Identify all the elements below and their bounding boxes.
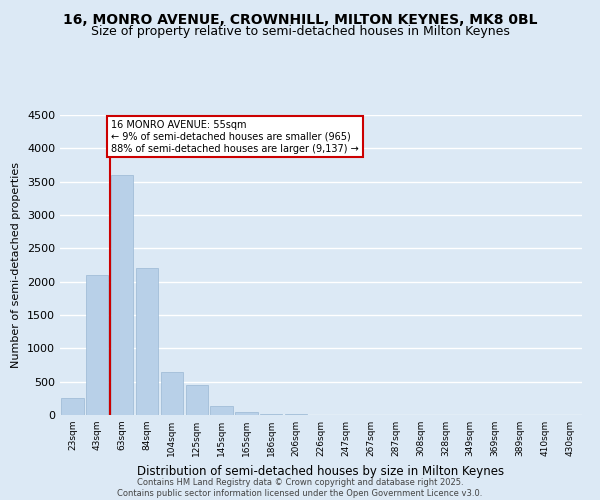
Bar — [211, 406, 233, 415]
Bar — [185, 385, 208, 415]
Text: Contains HM Land Registry data © Crown copyright and database right 2025.
Contai: Contains HM Land Registry data © Crown c… — [118, 478, 482, 498]
Text: 16, MONRO AVENUE, CROWNHILL, MILTON KEYNES, MK8 0BL: 16, MONRO AVENUE, CROWNHILL, MILTON KEYN… — [63, 12, 537, 26]
X-axis label: Distribution of semi-detached houses by size in Milton Keynes: Distribution of semi-detached houses by … — [137, 464, 505, 477]
Bar — [235, 412, 257, 415]
Text: 16 MONRO AVENUE: 55sqm
← 9% of semi-detached houses are smaller (965)
88% of sem: 16 MONRO AVENUE: 55sqm ← 9% of semi-deta… — [111, 120, 359, 154]
Bar — [111, 175, 133, 415]
Bar — [285, 414, 307, 415]
Y-axis label: Number of semi-detached properties: Number of semi-detached properties — [11, 162, 22, 368]
Bar — [260, 414, 283, 415]
Bar — [61, 398, 83, 415]
Text: Size of property relative to semi-detached houses in Milton Keynes: Size of property relative to semi-detach… — [91, 25, 509, 38]
Bar — [136, 268, 158, 415]
Bar — [86, 275, 109, 415]
Bar — [161, 372, 183, 415]
